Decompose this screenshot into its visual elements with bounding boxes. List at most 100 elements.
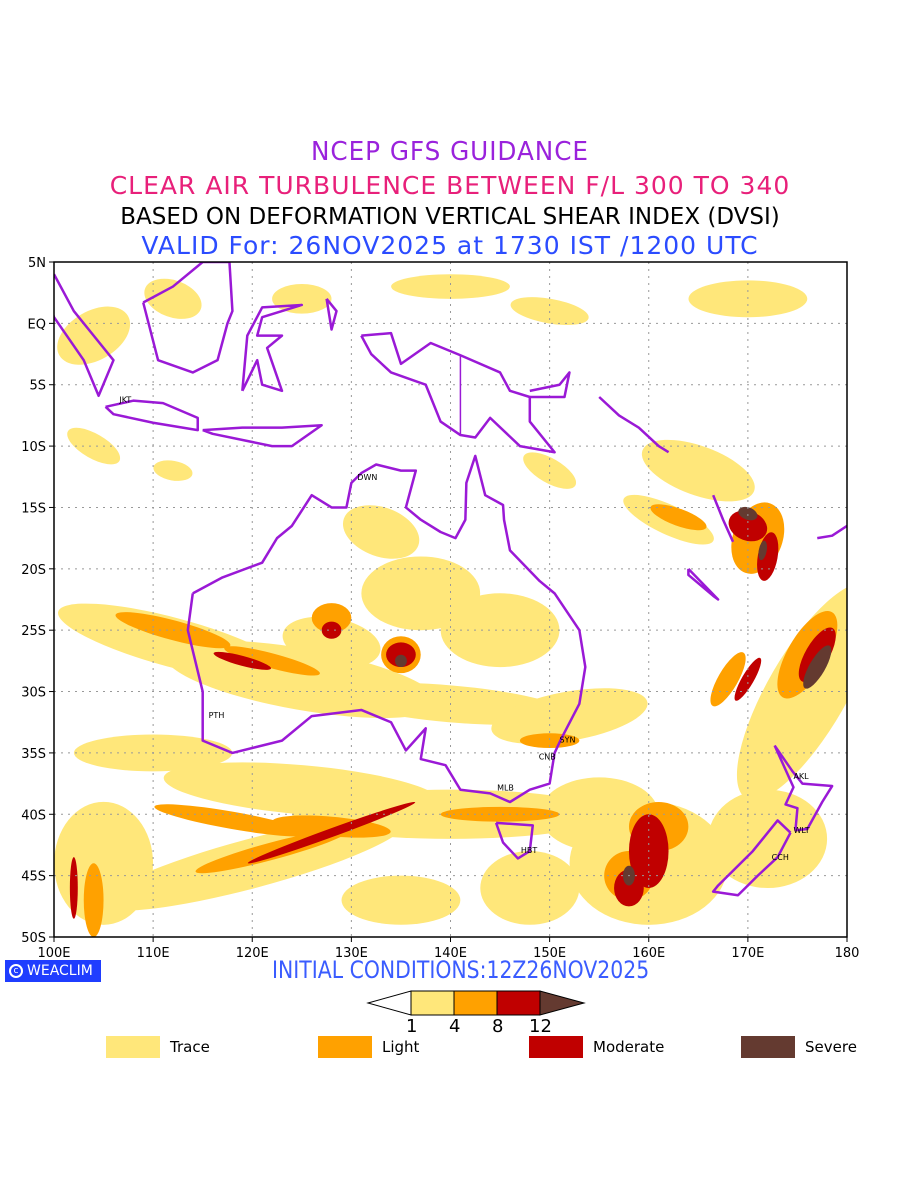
legend-label: Light — [382, 1038, 420, 1056]
lon-label: 170E — [731, 946, 764, 960]
legend-swatch — [741, 1036, 795, 1058]
lat-label: 5N — [28, 256, 46, 271]
lon-label: 140E — [434, 946, 467, 960]
legend-label: Trace — [170, 1038, 210, 1056]
lat-label: 10S — [21, 440, 46, 455]
turbulence-severe-area — [394, 654, 407, 668]
lat-label: 40S — [21, 808, 46, 823]
legend-label: Moderate — [593, 1038, 665, 1056]
lat-label: 15S — [21, 501, 46, 516]
turbulence-moderate-area — [728, 510, 768, 542]
coastline-nz_south — [711, 819, 792, 897]
colorbar-tick: 4 — [449, 1016, 461, 1037]
lon-label: 150E — [533, 946, 566, 960]
turbulence-moderate-area — [69, 857, 78, 919]
turbulence-light-area — [440, 806, 560, 822]
title-parameter: CLEAR AIR TURBULENCE BETWEEN F/L 300 TO … — [109, 171, 791, 200]
gridlines — [54, 262, 847, 937]
turbulence-light-area — [154, 804, 311, 837]
turbulence-trace-area — [341, 875, 461, 925]
coastline-sumatra — [54, 273, 115, 398]
turbulence-moderate-area — [247, 801, 416, 864]
coastline-newbritain — [529, 371, 571, 399]
city-labels: JKT DWN PTH SYN CNB MLB HBT AKL WLT CCH — [118, 395, 809, 862]
legend-item-trace: Trace — [106, 1036, 210, 1058]
lat-label: 5S — [29, 379, 46, 394]
coastline-sunda — [202, 423, 323, 448]
lon-label: 120E — [236, 946, 269, 960]
weaclim-logo: c WEACLIM — [5, 960, 101, 982]
initial-conditions: INITIAL CONDITIONS:12Z26NOV2025 — [272, 956, 650, 984]
copyright-icon: c — [9, 964, 23, 978]
turbulence-trace-area — [67, 427, 121, 465]
coastline-australia — [186, 454, 587, 804]
turbulence-trace-area — [736, 583, 847, 800]
coastline-nz_north — [773, 744, 834, 832]
turbulence-light-area — [710, 652, 746, 707]
city-label-pth: PTH — [209, 711, 225, 720]
title-method: BASED ON DEFORMATION VERTICAL SHEAR INDE… — [120, 204, 780, 230]
turbulence-trace-area — [480, 851, 580, 925]
lon-label: 100E — [37, 946, 70, 960]
turbulence-light-area — [650, 504, 707, 531]
brand-name: WEACLIM — [27, 963, 93, 979]
colorbar-tick: 12 — [529, 1016, 552, 1037]
turbulence-trace-area — [491, 688, 648, 744]
lat-label: EQ — [28, 317, 46, 332]
coastline-java — [104, 399, 199, 432]
turbulence-moderate-area — [614, 869, 644, 907]
legend-item-severe: Severe — [741, 1036, 857, 1058]
turbulence-light-area — [115, 612, 231, 649]
legend-item-moderate: Moderate — [529, 1036, 664, 1058]
turbulence-trace-area — [708, 789, 828, 889]
turbulence-trace-area — [272, 284, 332, 314]
turbulence-moderate-area — [734, 657, 762, 701]
city-label-cnb: CNB — [539, 753, 556, 762]
title-product: NCEP GFS GUIDANCE — [311, 137, 589, 167]
colorbar-moderate — [496, 990, 541, 1016]
legend-label: Severe — [805, 1038, 857, 1056]
coastline-newcaledonia — [687, 567, 720, 601]
city-label-cch: CCH — [772, 853, 789, 862]
lat-label: 35S — [21, 747, 46, 762]
turbulence-trace-area — [342, 505, 420, 559]
lon-label: 160E — [632, 946, 665, 960]
turbulence-map: JKT DWN PTH SYN CNB MLB HBT AKL WLT CCH 5N EQ 5S 10S… — [21, 256, 859, 960]
city-label-jkt: JKT — [118, 395, 131, 404]
coastline-newguinea — [360, 331, 556, 454]
turbulence-moderate-area — [321, 621, 342, 639]
coastline-vanuatu — [712, 494, 735, 543]
title-valid-time: VALID For: 26NOV2025 at 1730 IST /1200 U… — [141, 231, 759, 260]
coastline-halmahera — [325, 298, 338, 331]
city-label-mlb: MLB — [497, 783, 514, 792]
coastline-sulawesi — [241, 303, 304, 393]
city-label-wlt: WLT — [793, 826, 809, 835]
lon-label: 110E — [137, 946, 170, 960]
turbulence-trace-area — [523, 452, 577, 489]
coastline-tasmania — [494, 821, 535, 860]
lon-label: 130E — [335, 946, 368, 960]
turbulence-light-area — [311, 603, 352, 633]
lat-label: 25S — [21, 624, 46, 639]
colorbar-tick: 1 — [406, 1016, 418, 1037]
turbulence-trace-area — [153, 460, 193, 481]
legend-item-light: Light — [318, 1036, 419, 1058]
turbulence-light-area — [224, 646, 320, 676]
coastline-solomons — [598, 396, 670, 454]
legend-swatch — [529, 1036, 583, 1058]
turbulence-severe-area — [803, 645, 832, 689]
legend-swatch — [318, 1036, 372, 1058]
colorbar-under — [366, 990, 412, 1016]
turbulence-field — [54, 274, 847, 937]
city-label-syn: SYN — [560, 735, 576, 744]
lon-label: 180 — [835, 946, 860, 960]
colorbar-tick: 8 — [492, 1016, 504, 1037]
colorbar-light — [453, 990, 498, 1016]
turbulence-moderate-area — [213, 651, 272, 670]
city-label-dwn: DWN — [357, 473, 377, 482]
coastline-fiji — [817, 524, 847, 540]
city-label-akl: AKL — [793, 772, 809, 781]
turbulence-trace-area — [391, 274, 510, 299]
turbulence-severe-area — [758, 540, 768, 561]
